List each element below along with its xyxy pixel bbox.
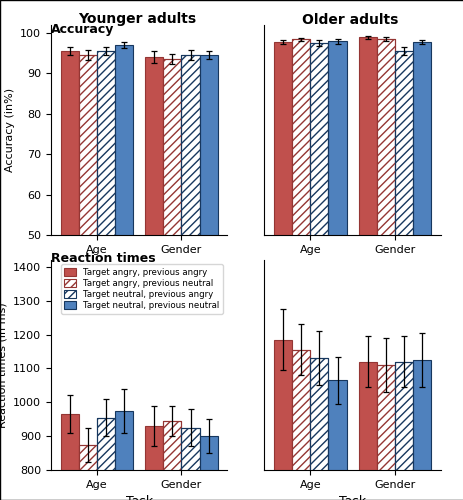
- Bar: [181, 428, 199, 500]
- Bar: [376, 39, 394, 437]
- X-axis label: Task: Task: [125, 496, 152, 500]
- Y-axis label: Reaction times (in ms): Reaction times (in ms): [0, 302, 7, 428]
- Y-axis label: Accuracy (in%): Accuracy (in%): [5, 88, 15, 172]
- Bar: [61, 52, 79, 437]
- Bar: [310, 43, 328, 437]
- Bar: [79, 444, 97, 500]
- Legend: Target angry, previous angry, Target angry, previous neutral, Target neutral, pr: Target angry, previous angry, Target ang…: [61, 264, 223, 314]
- Bar: [412, 42, 430, 437]
- Bar: [328, 41, 346, 437]
- Bar: [145, 426, 163, 500]
- Bar: [163, 60, 181, 437]
- Bar: [199, 56, 217, 437]
- Bar: [79, 56, 97, 437]
- Bar: [310, 358, 328, 500]
- Text: Older adults: Older adults: [301, 12, 398, 26]
- Bar: [181, 56, 199, 437]
- Bar: [328, 380, 346, 500]
- Bar: [97, 418, 115, 500]
- Bar: [79, 444, 97, 500]
- Bar: [97, 52, 115, 437]
- Bar: [394, 362, 412, 500]
- Bar: [163, 60, 181, 437]
- Bar: [394, 52, 412, 437]
- Bar: [115, 410, 133, 500]
- Bar: [292, 350, 310, 500]
- Bar: [376, 39, 394, 437]
- Bar: [310, 43, 328, 437]
- Bar: [376, 365, 394, 500]
- Bar: [274, 340, 292, 500]
- Bar: [145, 58, 163, 437]
- Bar: [181, 428, 199, 500]
- Bar: [358, 37, 376, 437]
- Bar: [292, 39, 310, 437]
- X-axis label: Task: Task: [338, 496, 365, 500]
- Bar: [292, 350, 310, 500]
- Text: Reaction times: Reaction times: [51, 252, 155, 266]
- Text: Accuracy: Accuracy: [51, 22, 114, 36]
- Bar: [274, 42, 292, 437]
- Bar: [97, 52, 115, 437]
- Bar: [292, 39, 310, 437]
- Bar: [181, 56, 199, 437]
- Bar: [376, 365, 394, 500]
- Bar: [97, 418, 115, 500]
- Bar: [199, 436, 217, 500]
- Bar: [61, 414, 79, 500]
- Bar: [358, 362, 376, 500]
- Bar: [115, 45, 133, 437]
- Bar: [310, 358, 328, 500]
- Bar: [163, 421, 181, 500]
- Bar: [412, 360, 430, 500]
- Bar: [394, 52, 412, 437]
- Text: Younger adults: Younger adults: [78, 12, 195, 26]
- Bar: [394, 362, 412, 500]
- Bar: [79, 56, 97, 437]
- Bar: [163, 421, 181, 500]
